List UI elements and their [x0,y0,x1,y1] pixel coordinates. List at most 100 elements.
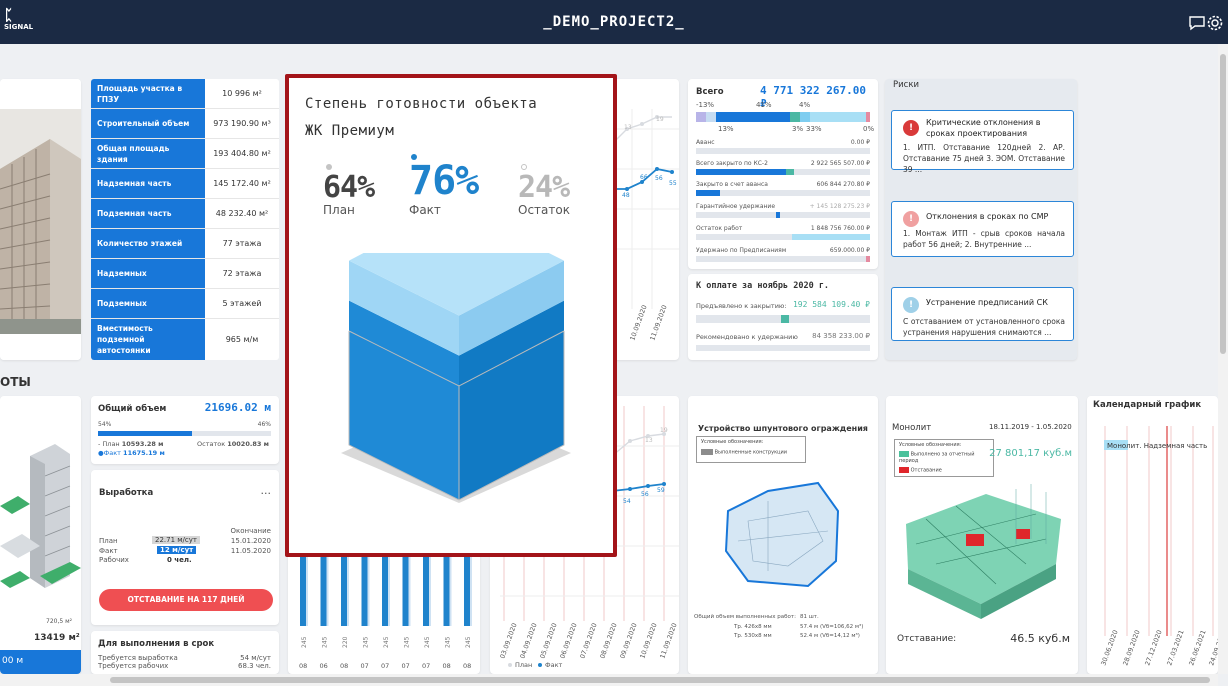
monolith-legend: Условные обозначения: Выполнено за отчет… [894,439,994,477]
bar-value-label: 245 [404,636,411,648]
line-chart-top: 13 19 66 56 55 48 10.09.2020 11.09.2020 [612,109,679,342]
finance-row-label: Аванс [696,139,715,146]
bar-axis-label: 08 [340,662,348,670]
line-bottom-date: 03.09.2020 [498,622,518,660]
bar-value-label: 245 [465,636,472,648]
risk-item[interactable]: ! Устранение предписаний СК С отставание… [891,287,1074,341]
prop-value: 193 404.80 м² [213,149,271,158]
horizontal-scrollbar[interactable] [0,674,1218,686]
ontime-row-value: 68.3 чел. [238,662,271,670]
finance-pct: 3% [792,125,804,133]
sheet-pile-card: Устройство шпунтового ограждения Условны… [688,396,878,674]
risk-item[interactable]: ! Критические отклонения в сроках проект… [891,110,1074,174]
risk-title: Устранение предписаний СК [926,298,1048,307]
prop-row: Подземных 5 этажей [91,289,279,319]
payment-card: К оплате за ноябрь 2020 г. Предъявлено к… [688,274,878,360]
bar-axis-label: 08 [443,662,451,670]
payment-bar [696,345,870,351]
project-title: _DEMO_PROJECT2_ [543,14,685,30]
monolith-legend-title: Условные обозначения: [899,442,962,448]
sheet-pile-row-value: 52.4 м [800,633,819,639]
monolith-lag-label: Отставание: [897,634,957,644]
delay-alert-button[interactable]: ОТСТАВАНИЕ НА 117 ДНЕЙ [99,589,273,611]
finance-pct: 33% [806,125,822,133]
prop-label: Площадь участка в ГПЗУ [91,79,205,108]
line-bottom-date: 06.09.2020 [558,622,578,660]
finance-pct: 13% [718,125,734,133]
prop-label: Подземных [91,289,205,318]
prop-row: Надземных 72 этажа [91,259,279,289]
vertical-scrollbar[interactable] [1218,44,1228,674]
risk-body: 1. ИТП. Отставание 120дней 2. АР. Отстав… [903,143,1065,174]
prop-value: 77 этажа [222,239,262,248]
model-dim: 720,5 м² [46,618,73,625]
prop-row: Вместимость подземной автостоянки 965 м/м [91,319,279,360]
bar-axis-label: 07 [381,662,389,670]
output-row-label: План [99,537,118,545]
readiness-cube [341,253,571,503]
prop-label: Строительный объем [91,109,205,138]
calendar-title: Календарный график [1093,400,1202,410]
bar-axis-label: 07 [361,662,369,670]
line-bottom-date: 07.09.2020 [578,622,598,660]
readiness-title: Степень готовности объекта [305,96,538,112]
monolith-value: 27 801,17 куб.м [989,448,1072,459]
volume-fact-value: 11675.19 м [123,449,165,457]
scroll-thumb[interactable] [1220,54,1226,354]
prop-label: Надземная часть [91,169,205,198]
payment-row-value: 84 358 233.00 ₽ [812,332,870,340]
fact-marker [411,154,417,160]
volume-card: Общий объем 21696.02 м 54% 46% - План 10… [91,396,279,464]
prop-row: Надземная часть 145 172.40 м² [91,169,279,199]
signal-logo[interactable]: ᛈ SIGNAL [4,6,33,36]
prop-value: 10 996 м² [222,89,262,98]
scroll-thumb[interactable] [110,677,1210,683]
remainder-label: Остаток [518,203,570,217]
volume-remainder-label: Остаток [197,440,226,448]
finance-row-value: + 145 128 275.23 ₽ [809,203,870,210]
line-bottom-label: 56 [641,491,649,498]
chat-icon[interactable] [1188,14,1206,32]
line-top-label: 19 [656,116,664,123]
output-title: Выработка [99,488,154,498]
ontime-row-label: Требуется выработка [98,654,178,662]
model-bottom-bar: 00 м [0,650,81,674]
finance-row-bar [696,234,870,240]
finance-total-label: Всего [696,87,724,97]
volume-pct-right: 46% [257,421,271,428]
logo-mark-icon: ᛈ [4,6,14,24]
sheet-pile-footer-title: Общий объем выполненных работ: [694,614,796,620]
monolith-period: 18.11.2019 - 1.05.2020 [989,423,1072,431]
readiness-subtitle: ЖК Премиум [305,123,395,139]
risk-item[interactable]: ! Отклонения в сроках по СМР 1. Монтаж И… [891,201,1074,257]
line-bottom-label: 59 [657,487,665,494]
line-bottom-date: 09.09.2020 [618,622,638,660]
section-label: ОТЫ [0,375,31,389]
prop-row: Подземная часть 48 232.40 м² [91,199,279,229]
finance-row-value: 2 922 565 507.00 ₽ [810,160,870,167]
bar-value-label: 245 [383,636,390,648]
finance-row-label: Гарантийное удержание [696,203,776,210]
finance-row-value: 659.000.00 ₽ [829,247,870,254]
gear-icon[interactable] [1206,14,1224,32]
finance-row-bar [696,148,870,154]
risk-body: С отставанием от установленного срока ус… [903,317,1065,337]
prop-label: Количество этажей [91,229,205,258]
calendar-date: 26.06.2021 [1187,629,1207,667]
monolith-card: Монолит 18.11.2019 - 1.05.2020 Условные … [886,396,1078,674]
more-menu-icon[interactable]: ... [260,484,272,497]
sheet-pile-row-label: Тр. 426х8 мм [734,624,772,630]
finance-pct: 41% [756,101,772,109]
finance-row-label: Удержано по Предписаниям [696,247,787,254]
volume-bar-fill [98,431,192,436]
prop-label: Подземная часть [91,199,205,228]
output-row-date: 11.05.2020 [230,547,271,555]
output-workers-value: 0 чел. [167,556,192,564]
ontime-row-value: 54 м/сут [240,654,271,662]
ontime-card: Для выполнения в срок Требуется выработк… [91,631,279,674]
sheet-pile-plan [724,481,840,588]
plan-marker [326,164,332,170]
finance-row-fill [786,169,794,175]
prop-value: 965 м/м [225,335,259,344]
finance-row-fill [866,256,870,262]
